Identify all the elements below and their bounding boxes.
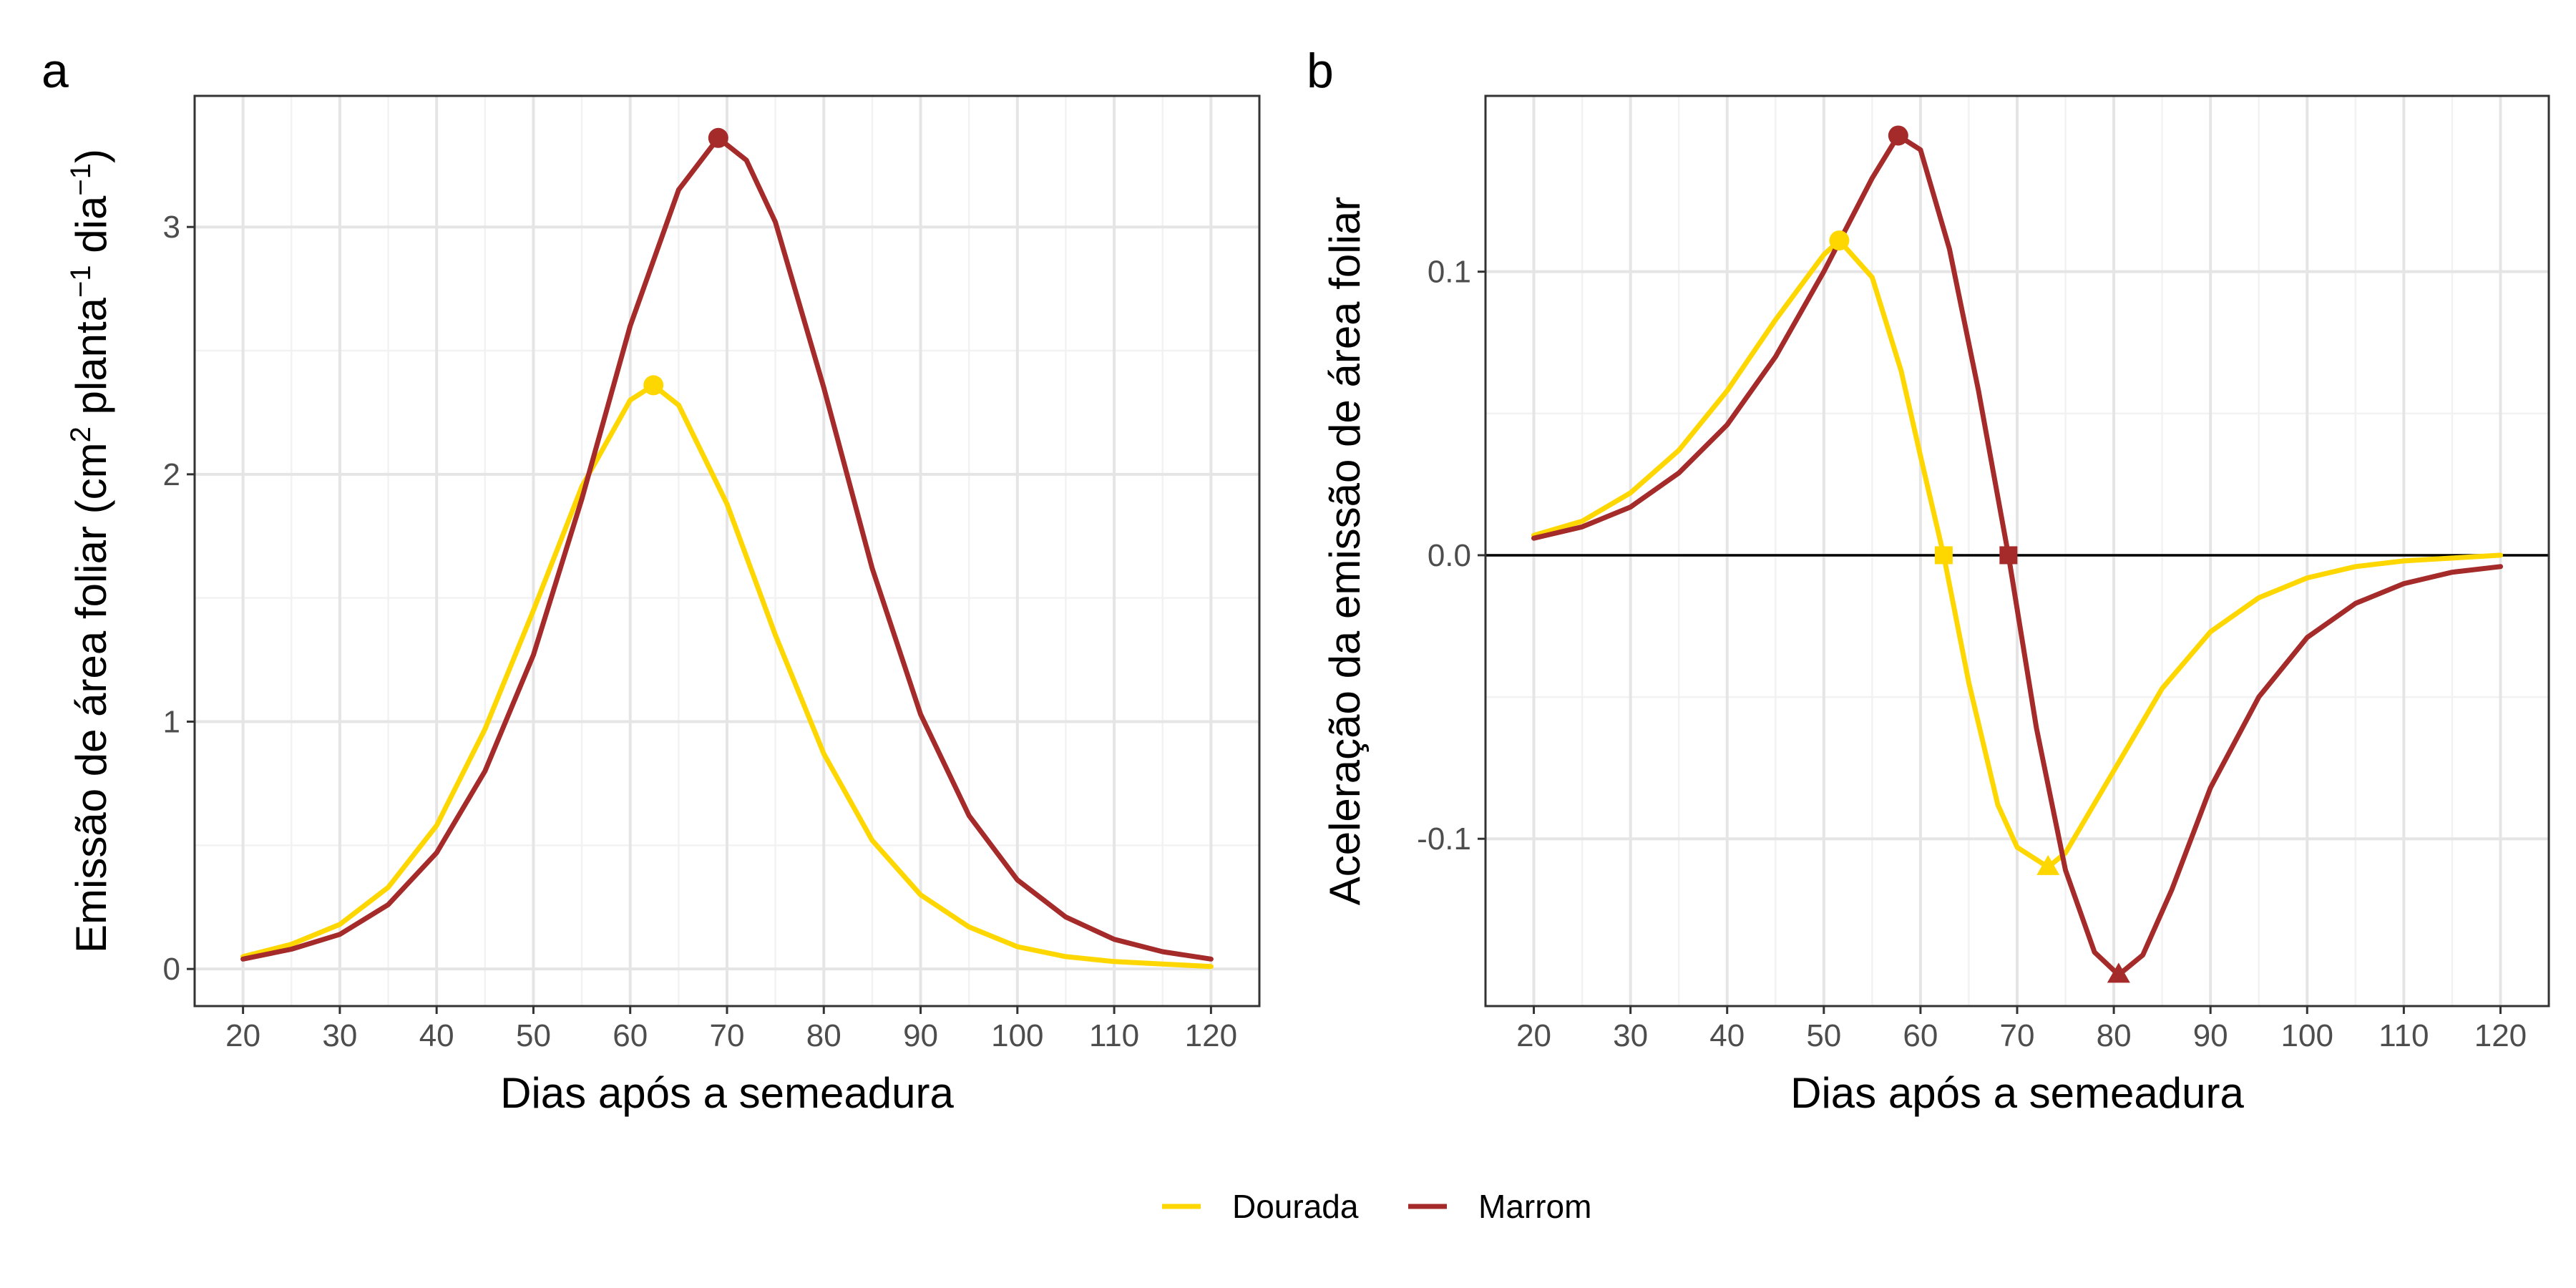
panel-b-tag: b [1307,44,1334,98]
y-axis-title-part: planta [67,297,115,426]
x-tick-label: 40 [1709,1018,1745,1053]
x-tick-label: 100 [991,1018,1043,1053]
marker-triangle-dourada [2036,854,2060,875]
x-tick-label: 50 [1806,1018,1841,1053]
y-axis-title-part: Emissão de área foliar (cm [67,442,115,953]
x-tick-label: 70 [2000,1018,2035,1053]
x-tick-label: 120 [1185,1018,1237,1053]
y-tick-label: 3 [163,210,180,245]
panel-a-tag: a [42,44,69,98]
y-axis-title-superscript: −1 [65,163,97,196]
marker-circle-marrom [708,127,728,148]
x-tick-label: 110 [2379,1018,2429,1053]
legend: Dourada Marrom [1162,1188,1591,1225]
panel-b-chart: 20 30 40 50 60 70 80 90 100 110 120 -0.1 0.0 0.1 Dias … [1321,94,2550,1117]
y-axis-title: Aceleração da emissão de área foliar [1321,197,1369,906]
y-tick-label: 1 [163,705,180,740]
legend-label-marrom: Marrom [1478,1188,1591,1225]
x-tick-label: 50 [516,1018,551,1053]
x-tick-label: 70 [710,1018,745,1053]
marker-circle-dourada [1829,230,1850,251]
series-line-dourada [240,382,1214,970]
x-tick-label: 60 [1903,1018,1938,1053]
x-tick-label: 40 [419,1018,454,1053]
x-tick-label: 20 [225,1018,260,1053]
y-axis-title-superscript: 2 [65,426,97,442]
y-tick-label: 0.1 [1428,255,1471,290]
y-tick-label: 0.0 [1428,538,1471,573]
legend-label-dourada: Dourada [1232,1188,1359,1225]
x-axis-title: Dias após a semeadura [1790,1069,2244,1117]
panel-a-chart: 20 30 40 50 60 70 80 90 100 110 120 0 1 2 3 Dias após a… [65,94,1261,1117]
x-axis-title: Dias após a semeadura [500,1069,954,1117]
x-tick-label: 80 [806,1018,841,1053]
x-tick-label: 110 [1089,1018,1139,1053]
x-tick-label: 90 [903,1018,938,1053]
x-tick-label: 20 [1516,1018,1551,1053]
marker-circle-dourada [643,375,664,396]
marker-square-marrom [1999,546,2018,565]
x-tick-label: 80 [2097,1018,2132,1053]
y-axis-title: Emissão de área foliar (cm2 planta−1 dia… [65,149,115,953]
x-tick-label: 120 [2474,1018,2527,1053]
x-tick-label: 90 [2193,1018,2228,1053]
y-tick-label: 0 [163,952,180,987]
x-tick-label: 60 [613,1018,648,1053]
x-tick-label: 30 [1613,1018,1648,1053]
y-axis-title-part: dia [67,195,115,265]
x-tick-label: 100 [2281,1018,2333,1053]
marker-triangle-marrom [2107,962,2130,983]
y-tick-label: -0.1 [1417,821,1471,857]
series-line-marrom [1531,133,2503,977]
marker-circle-marrom [1888,125,1908,146]
plot-area [1531,125,2503,983]
x-tick-label: 30 [322,1018,357,1053]
plot-area [240,127,1214,970]
marker-square-dourada [1934,546,1953,565]
y-axis-title-part: ) [67,149,115,163]
series-line-marrom [240,135,1214,962]
series-line-dourada [1531,238,2503,870]
y-tick-label: 2 [163,457,180,492]
y-axis-title-superscript: −1 [65,265,97,298]
